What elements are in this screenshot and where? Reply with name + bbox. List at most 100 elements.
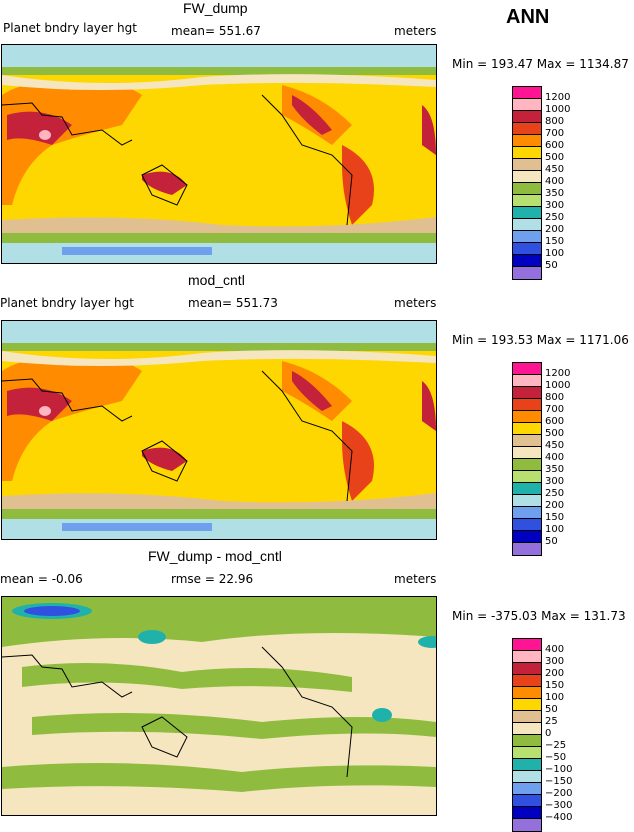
colorbar-swatch — [513, 411, 541, 423]
colorbar-swatch — [513, 99, 541, 111]
colorbar-swatch — [513, 267, 541, 279]
colorbar-tick-label: −400 — [545, 812, 573, 823]
colorbar-swatch — [513, 423, 541, 435]
colorbar-swatch — [513, 795, 541, 807]
colorbar-tick-label: 400 — [545, 452, 565, 463]
colorbar-swatch — [513, 459, 541, 471]
panel-3-colorbar-ticks: 400 300 200 150 100 50 25 0 −25 −50 −100 −150 −200 −3… — [545, 644, 572, 824]
colorbar-swatch — [513, 243, 541, 255]
colorbar-swatch — [513, 171, 541, 183]
colorbar-tick-label: −25 — [545, 740, 567, 751]
colorbar-tick-label: 800 — [545, 116, 565, 127]
colorbar-swatch — [513, 255, 541, 267]
colorbar-swatch — [513, 135, 541, 147]
colorbar-tick-label: 200 — [545, 500, 565, 511]
colorbar-tick-label: 250 — [545, 212, 565, 223]
colorbar-swatch — [513, 711, 541, 723]
colorbar-tick-label: 50 — [545, 704, 558, 715]
colorbar-swatch — [513, 507, 541, 519]
panel-2-minmax: Min = 193.53 Max = 1171.06 — [452, 333, 629, 347]
colorbar-swatch — [513, 735, 541, 747]
colorbar-swatch — [513, 207, 541, 219]
colorbar-tick-label: 200 — [545, 224, 565, 235]
colorbar-tick-label: 400 — [545, 644, 565, 655]
colorbar-tick-label: 450 — [545, 164, 565, 175]
colorbar-tick-label: −200 — [545, 788, 573, 799]
panel-2-units-label: meters — [394, 296, 437, 310]
colorbar-swatch — [513, 123, 541, 135]
colorbar-tick-label: 150 — [545, 680, 565, 691]
colorbar-tick-label: −300 — [545, 800, 573, 811]
colorbar-tick-label: 1200 — [545, 92, 571, 103]
colorbar-tick-label: −150 — [545, 776, 573, 787]
colorbar-tick-label: −50 — [545, 752, 567, 763]
panel-2-variable-label: Planet bndry layer hgt — [0, 296, 134, 310]
colorbar-tick-label: 700 — [545, 128, 565, 139]
colorbar-swatch — [513, 375, 541, 387]
colorbar-swatch — [513, 747, 541, 759]
colorbar-swatch — [513, 219, 541, 231]
colorbar-tick-label: 500 — [545, 152, 565, 163]
panel-1-title: FW_dump — [183, 0, 248, 16]
panel-2-map — [1, 320, 437, 540]
colorbar-swatch — [513, 687, 541, 699]
colorbar-swatch — [513, 783, 541, 795]
colorbar-tick-label: 50 — [545, 536, 558, 547]
colorbar-tick-label: 800 — [545, 392, 565, 403]
colorbar-swatch — [513, 771, 541, 783]
colorbar-swatch — [513, 159, 541, 171]
colorbar-tick-label: 200 — [545, 668, 565, 679]
panel-3-title: FW_dump - mod_cntl — [148, 548, 282, 564]
panel-2-title: mod_cntl — [188, 272, 245, 288]
colorbar-tick-label: 300 — [545, 476, 565, 487]
panel-2-mean-label: mean= 551.73 — [188, 296, 278, 310]
colorbar-swatch — [513, 87, 541, 99]
panel-3-rmse-label: rmse = 22.96 — [171, 572, 254, 586]
colorbar-swatch — [513, 519, 541, 531]
colorbar-tick-label: 350 — [545, 188, 565, 199]
colorbar-tick-label: 100 — [545, 524, 565, 535]
colorbar-tick-label: 600 — [545, 416, 565, 427]
panel-1-colorbar-ticks: 1200 1000 800 700 600 500 450 400 350 300 250 200 15… — [545, 92, 570, 272]
colorbar-swatch — [513, 387, 541, 399]
colorbar-swatch — [513, 531, 541, 543]
colorbar-swatch — [513, 435, 541, 447]
colorbar-tick-label: 100 — [545, 248, 565, 259]
colorbar-swatch — [513, 447, 541, 459]
colorbar-swatch — [513, 759, 541, 771]
colorbar-swatch — [513, 495, 541, 507]
colorbar-swatch — [513, 195, 541, 207]
colorbar-tick-label: 0 — [545, 728, 552, 739]
colorbar-swatch — [513, 819, 541, 831]
colorbar-tick-label: −100 — [545, 764, 573, 775]
colorbar-swatch — [513, 663, 541, 675]
colorbar-swatch — [513, 471, 541, 483]
colorbar-swatch — [513, 363, 541, 375]
panel-1-mean-label: mean= 551.67 — [171, 24, 261, 38]
colorbar-tick-label: 100 — [545, 692, 565, 703]
colorbar-tick-label: 150 — [545, 512, 565, 523]
colorbar-tick-label: 500 — [545, 428, 565, 439]
colorbar-swatch — [513, 111, 541, 123]
colorbar-tick-label: 250 — [545, 488, 565, 499]
colorbar-tick-label: 1200 — [545, 368, 571, 379]
colorbar-tick-label: 350 — [545, 464, 565, 475]
panel-1-variable-label: Planet bndry layer hgt — [3, 21, 137, 35]
panel-1-map — [1, 44, 437, 264]
panel-3-minmax: Min = -375.03 Max = 131.73 — [452, 609, 626, 623]
panel-1-colorbar — [512, 86, 542, 280]
colorbar-tick-label: 300 — [545, 200, 565, 211]
panel-3-units-label: meters — [394, 572, 437, 586]
colorbar-tick-label: 1000 — [545, 380, 571, 391]
colorbar-tick-label: 400 — [545, 176, 565, 187]
panel-1-minmax: Min = 193.47 Max = 1134.87 — [452, 57, 629, 71]
colorbar-tick-label: 150 — [545, 236, 565, 247]
panel-1-units-label: meters — [394, 24, 437, 38]
panel-2-colorbar — [512, 362, 542, 556]
colorbar-tick-label: 300 — [545, 656, 565, 667]
colorbar-tick-label: 450 — [545, 440, 565, 451]
colorbar-swatch — [513, 183, 541, 195]
panel-3-mean-label: mean = -0.06 — [0, 572, 83, 586]
panel-3-colorbar — [512, 638, 542, 832]
colorbar-tick-label: 50 — [545, 260, 558, 271]
